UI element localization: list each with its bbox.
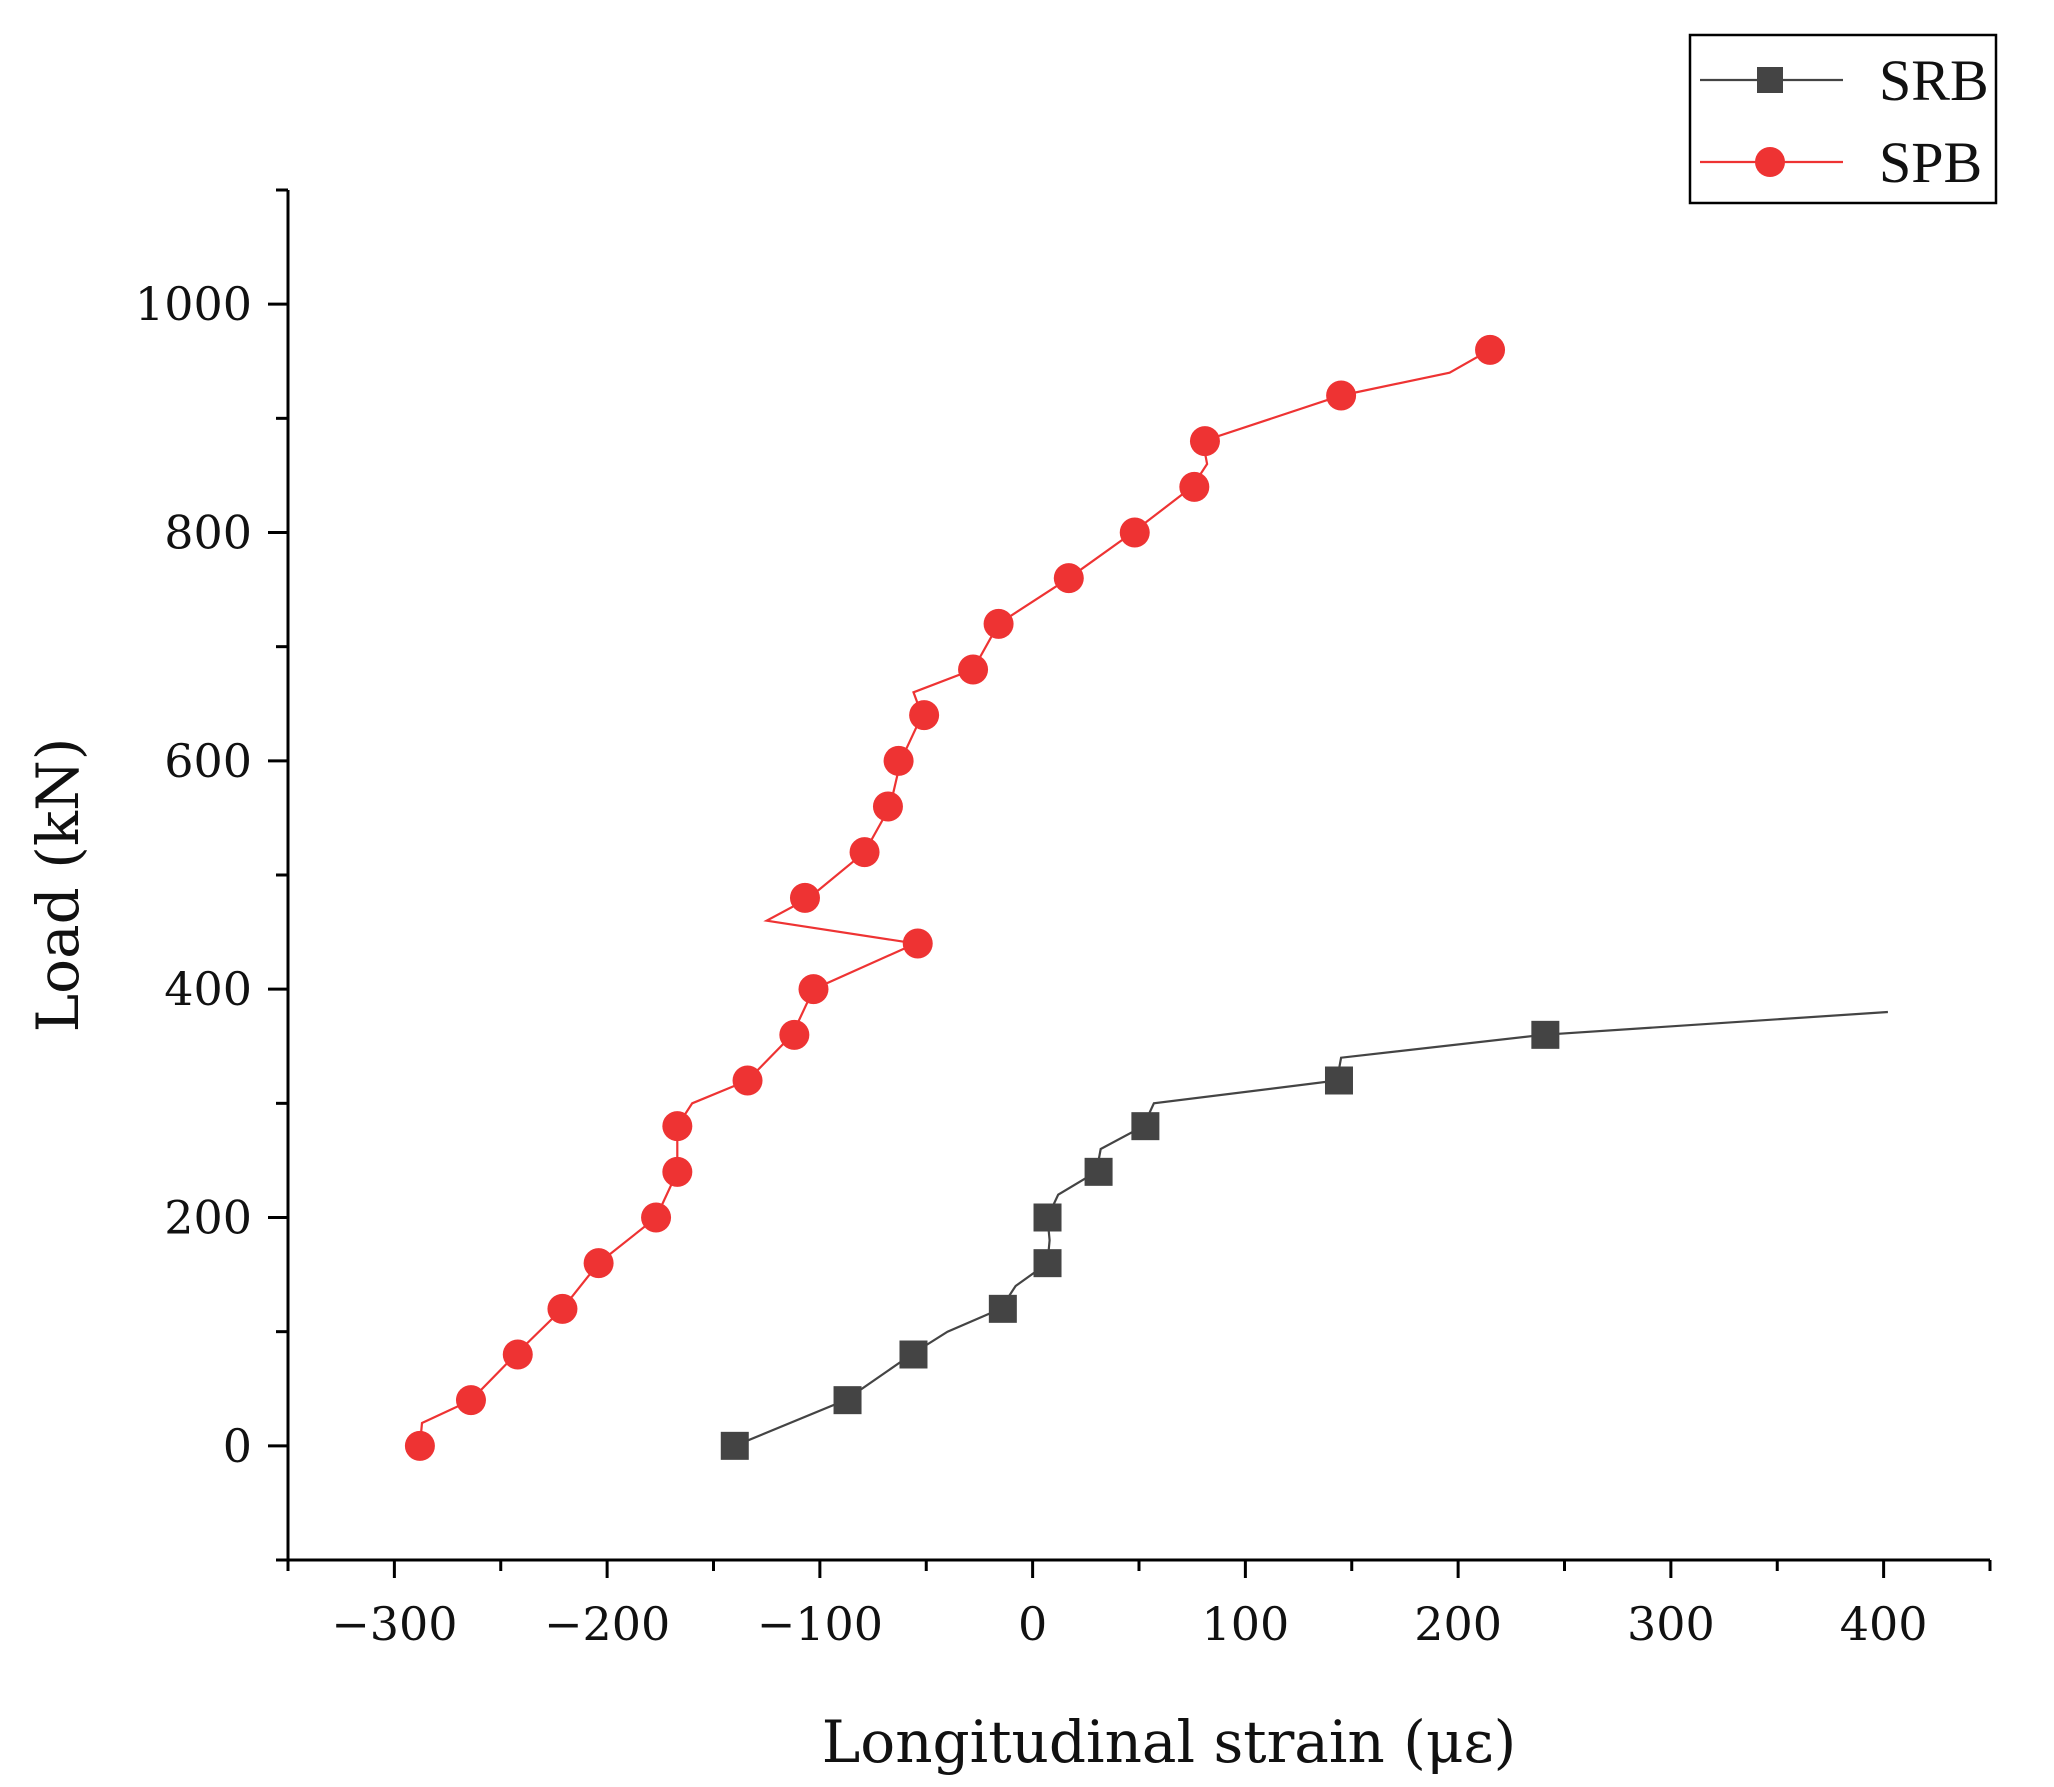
x-axis-title: Longitudinal strain (με) — [822, 1708, 1516, 1776]
data-point-spb — [883, 745, 914, 776]
data-point-spb — [849, 837, 880, 868]
data-point-spb — [902, 928, 933, 959]
data-point-srb — [1033, 1249, 1062, 1278]
legend: SRB SPB — [1688, 33, 1998, 205]
x-tick-label: −300 — [331, 1597, 457, 1651]
x-tick-label: 300 — [1627, 1597, 1715, 1651]
data-point-srb — [720, 1431, 749, 1460]
data-point-spb — [583, 1248, 614, 1279]
legend-box — [1688, 33, 1998, 205]
data-point-srb — [1324, 1066, 1353, 1095]
data-point-spb — [641, 1202, 672, 1233]
series-line-srb — [734, 1010, 1888, 1447]
y-tick-label: 0 — [223, 1419, 252, 1473]
legend-item-spb: SPB — [1700, 130, 1982, 195]
data-point-srb — [988, 1294, 1017, 1323]
data-point-spb — [1179, 471, 1210, 502]
y-tick-label: 600 — [164, 734, 252, 788]
data-point-srb — [1084, 1157, 1113, 1186]
data-point-spb — [1475, 334, 1506, 365]
y-tick-label: 200 — [164, 1191, 252, 1245]
series-srb — [720, 1010, 1888, 1460]
data-point-spb — [662, 1111, 693, 1142]
data-point-spb — [779, 1019, 810, 1050]
data-point-spb — [1326, 380, 1357, 411]
legend-marker-circle — [1755, 147, 1785, 177]
data-point-spb — [404, 1430, 435, 1461]
legend-marker-square — [1757, 67, 1783, 93]
legend-label: SPB — [1879, 130, 1982, 195]
legend-label: SRB — [1879, 48, 1989, 113]
data-point-spb — [798, 974, 829, 1005]
data-point-spb — [455, 1385, 486, 1416]
x-tick-label: −200 — [544, 1597, 670, 1651]
axes: 0 200 400 600 800 1000 −300 −200 −100 0 100 200 300 4… — [135, 188, 1992, 1651]
x-tick-label: 100 — [1201, 1597, 1289, 1651]
x-tick-label: 400 — [1840, 1597, 1928, 1651]
data-point-spb — [662, 1156, 693, 1187]
x-tick-label: −100 — [757, 1597, 883, 1651]
data-point-spb — [983, 608, 1014, 639]
y-tick-label: 1000 — [135, 277, 252, 331]
data-point-srb — [1131, 1112, 1160, 1141]
data-point-srb — [833, 1386, 862, 1415]
data-point-spb — [502, 1339, 533, 1370]
data-point-spb — [547, 1293, 578, 1324]
data-point-srb — [1033, 1203, 1062, 1232]
data-point-spb — [958, 654, 989, 685]
data-point-spb — [732, 1065, 763, 1096]
data-point-spb — [1189, 426, 1220, 457]
x-tick-label: 0 — [1018, 1597, 1047, 1651]
y-axis-title: Load (kN) — [24, 738, 92, 1033]
data-point-srb — [1531, 1020, 1560, 1049]
plot-area — [404, 334, 1888, 1461]
data-point-spb — [1119, 517, 1150, 548]
data-point-spb — [1053, 563, 1084, 594]
legend-item-srb: SRB — [1700, 48, 1989, 113]
y-tick-label: 800 — [164, 506, 252, 560]
data-point-spb — [789, 882, 820, 913]
y-tick-label: 400 — [164, 962, 252, 1016]
series-spb — [404, 334, 1506, 1461]
x-tick-label: 200 — [1414, 1597, 1502, 1651]
series-line-spb — [418, 348, 1491, 1446]
data-point-spb — [872, 791, 903, 822]
data-point-srb — [899, 1340, 928, 1369]
data-point-spb — [909, 700, 940, 731]
